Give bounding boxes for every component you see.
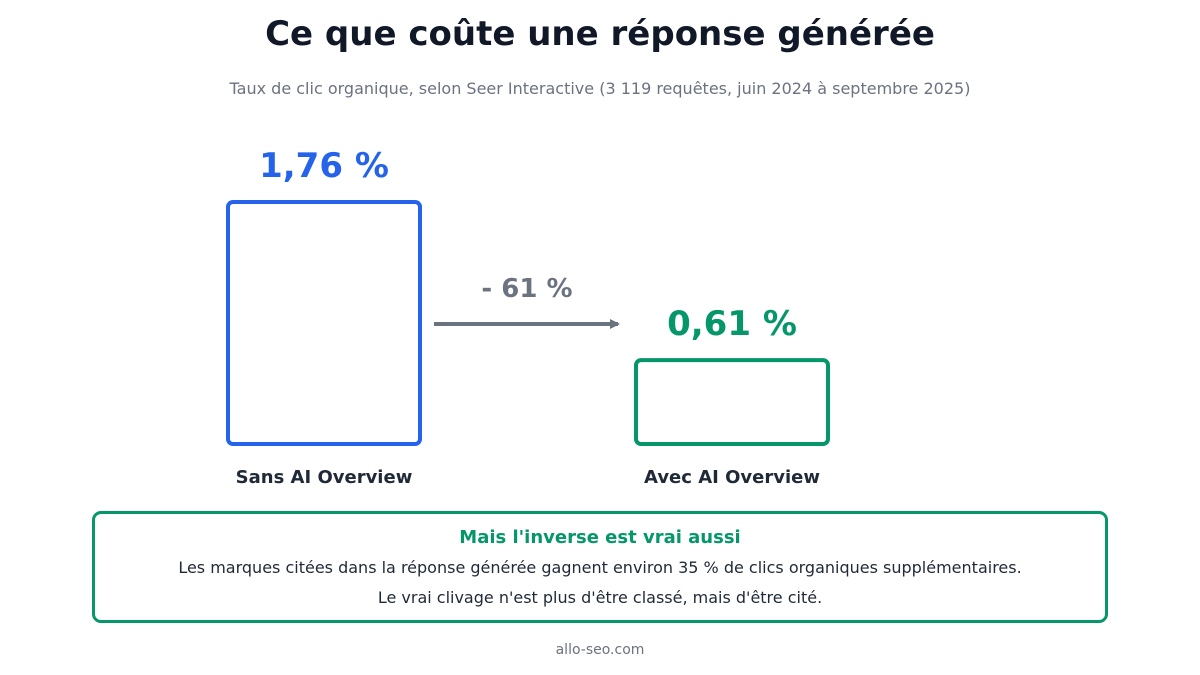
category-label-avec: Avec AI Overview bbox=[644, 467, 820, 488]
callout-line-1: Les marques citées dans la réponse génér… bbox=[178, 558, 1022, 577]
value-label-avec: 0,61 % bbox=[667, 304, 797, 344]
callout-title: Mais l'inverse est vrai aussi bbox=[459, 527, 741, 548]
category-label-sans: Sans AI Overview bbox=[236, 467, 413, 488]
bar-sans-ai-overview bbox=[226, 200, 422, 446]
chart-subtitle: Taux de clic organique, selon Seer Inter… bbox=[229, 79, 971, 98]
decrease-label: - 61 % bbox=[481, 274, 572, 304]
footer-source: allo-seo.com bbox=[555, 642, 645, 658]
value-label-sans: 1,76 % bbox=[259, 146, 389, 186]
callout-line-2: Le vrai clivage n'est plus d'être classé… bbox=[377, 588, 823, 607]
callout-box: Mais l'inverse est vrai aussi Les marque… bbox=[92, 511, 1108, 623]
bar-avec-ai-overview bbox=[634, 358, 830, 446]
chart-title: Ce que coûte une réponse générée bbox=[265, 14, 935, 54]
